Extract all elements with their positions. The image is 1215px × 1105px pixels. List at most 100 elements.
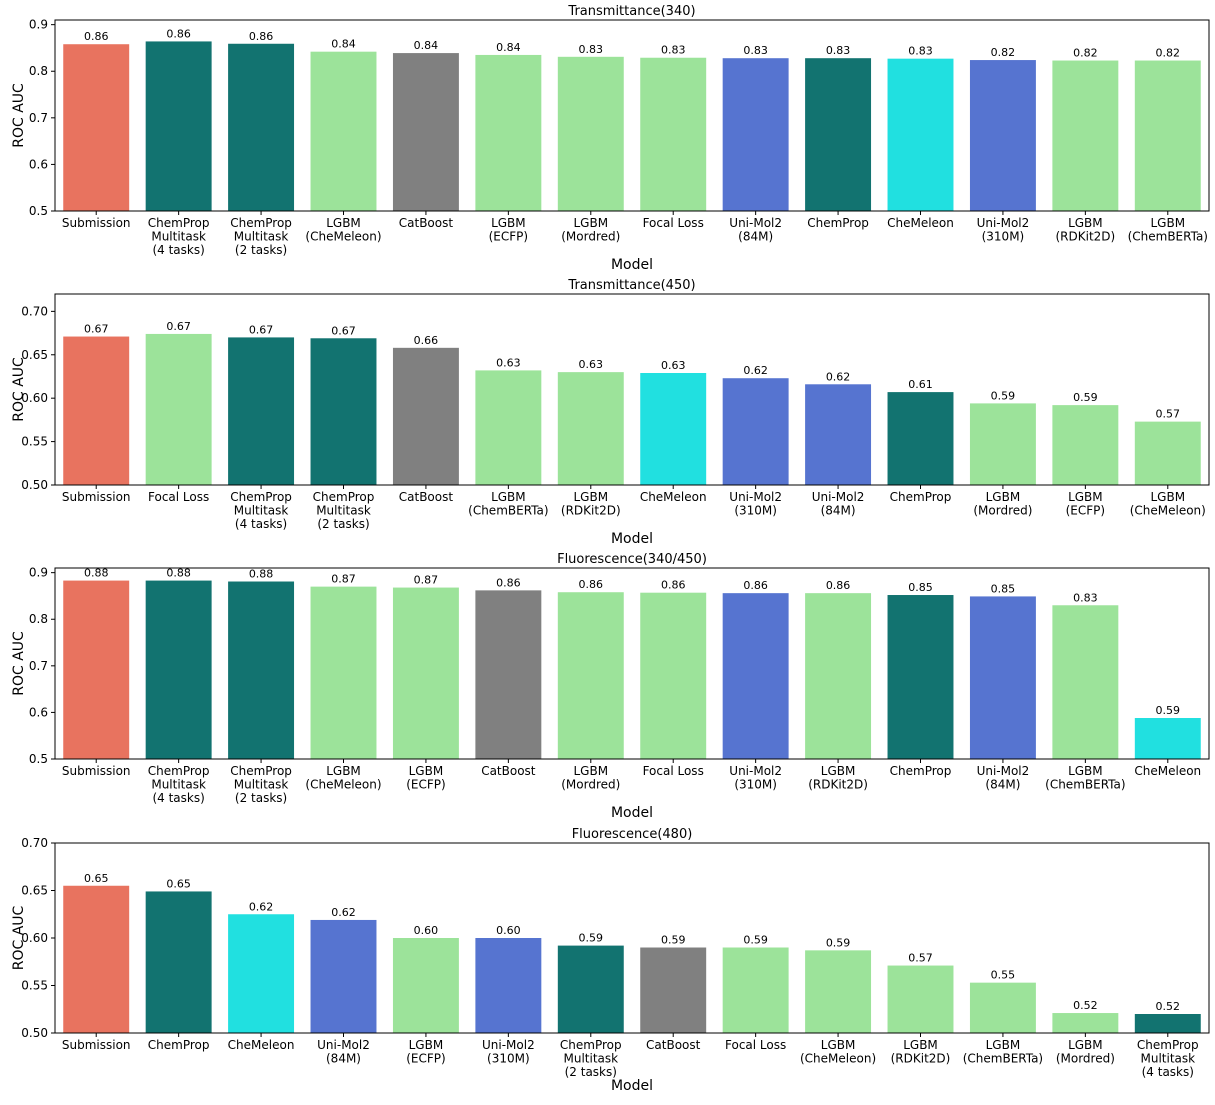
bar-value-label: 0.86 — [84, 30, 109, 43]
x-tick-label: CheMeleon — [1134, 764, 1201, 778]
x-axis-label: Model — [611, 257, 653, 273]
bar-value-label: 0.59 — [826, 936, 851, 949]
x-tick-label: LGBM (ECFP) — [406, 1038, 445, 1066]
x-tick-label: LGBM (Mordred) — [1056, 1038, 1115, 1066]
x-tick-label: CheMeleon — [640, 490, 707, 504]
bar-value-label: 0.84 — [496, 41, 521, 54]
y-tick-label: 0.70 — [21, 836, 48, 850]
x-tick-label: LGBM (RDKit2D) — [1055, 216, 1115, 244]
y-tick-label: 0.50 — [21, 478, 48, 492]
bar-chemprop — [228, 581, 295, 759]
bar-lgbm — [392, 587, 459, 759]
x-tick-label: ChemProp Multitask (4 tasks) — [148, 216, 210, 257]
x-tick-label: CatBoost — [646, 1038, 701, 1052]
y-tick-label: 0.8 — [29, 612, 48, 626]
x-tick-label: ChemProp Multitask (2 tasks) — [230, 764, 292, 805]
x-tick-label: LGBM (CheMeleon) — [305, 764, 381, 792]
x-tick-label: LGBM (RDKit2D) — [891, 1038, 951, 1066]
chart-panel-4: Fluorescence(480) 0.50 0.55 0.60 0.65 0.70 ROC… — [11, 827, 1210, 1094]
y-tick-label: 0.6 — [29, 157, 48, 171]
x-tick-label: ChemProp Multitask (4 tasks) — [230, 490, 292, 531]
x-tick-label: ChemProp Multitask (2 tasks) — [560, 1038, 622, 1079]
bar-value-label: 0.55 — [991, 969, 1016, 982]
bar-chemprop — [145, 891, 212, 1033]
bar-value-label: 0.86 — [826, 579, 851, 592]
bar-value-label: 0.86 — [249, 30, 274, 43]
chart-title: Fluorescence(340/450) — [557, 552, 707, 567]
bar-lgbm — [1052, 1013, 1119, 1033]
bar-lgbm — [1134, 60, 1201, 211]
bar-chemprop — [1134, 1014, 1201, 1033]
y-tick-label: 0.55 — [21, 979, 48, 993]
bar-catboost — [640, 947, 707, 1033]
bar-chemprop — [228, 43, 295, 211]
y-tick-label: 0.65 — [21, 884, 48, 898]
bar-value-label: 0.67 — [84, 323, 109, 336]
bar-value-label: 0.59 — [1156, 704, 1181, 717]
bar-lgbm — [1052, 405, 1119, 485]
y-tick-label: 0.9 — [29, 18, 48, 32]
x-tick-label: LGBM (CheMeleon) — [305, 216, 381, 244]
y-axis-label: ROC AUC — [11, 83, 27, 148]
x-tick-label: LGBM (Mordred) — [973, 490, 1032, 518]
chart-title: Transmittance(340) — [567, 4, 695, 19]
y-tick-label: 0.60 — [21, 931, 48, 945]
bar-submission — [63, 580, 130, 759]
bar-value-label: 0.86 — [661, 579, 686, 592]
x-tick-label: Uni-Mol2 (84M) — [729, 216, 782, 244]
bar-value-label: 0.57 — [908, 952, 933, 965]
bar-catboost — [475, 590, 542, 759]
x-tick-label: Focal Loss — [148, 490, 209, 504]
bar-value-label: 0.67 — [331, 324, 356, 337]
bar-chemprop — [887, 392, 954, 485]
bar-value-label: 0.83 — [661, 44, 686, 57]
bar-lgbm — [145, 333, 212, 485]
x-axis-label: Model — [611, 531, 653, 547]
bar-lgbm — [475, 54, 542, 211]
bar-lgbm — [969, 403, 1036, 485]
x-tick-label: Uni-Mol2 (310M) — [977, 216, 1030, 244]
bar-value-label: 0.60 — [414, 924, 439, 937]
bar-value-label: 0.85 — [908, 581, 933, 594]
chart-panel-1: Transmittance(340) 0.5 0.6 0.7 0.8 0.9 ROC AUC… — [11, 4, 1210, 273]
bar-lgbm — [310, 586, 377, 759]
bar-value-label: 0.52 — [1156, 1000, 1181, 1013]
chart-title: Fluorescence(480) — [572, 827, 693, 842]
bar-lgbm — [640, 57, 707, 211]
x-axis-label: Model — [611, 1078, 653, 1094]
chart-panel-3: Fluorescence(340/450) 0.5 0.6 0.7 0.8 0.9 ROC … — [11, 552, 1210, 821]
bar-value-label: 0.63 — [496, 356, 521, 369]
x-tick-label: ChemProp — [807, 216, 869, 230]
bar-chemeleon — [887, 58, 954, 211]
x-tick-label: Focal Loss — [725, 1038, 786, 1052]
y-tick-label: 0.7 — [29, 111, 48, 125]
bar-value-label: 0.88 — [84, 567, 109, 580]
y-tick-label: 0.7 — [29, 659, 48, 673]
x-tick-label: LGBM (RDKit2D) — [561, 490, 621, 518]
bar-submission — [63, 336, 130, 485]
chart-title: Transmittance(450) — [567, 278, 695, 293]
bar-chemprop — [145, 580, 212, 759]
x-tick-label: Uni-Mol2 (84M) — [317, 1038, 370, 1066]
plot-frame — [54, 567, 1210, 760]
bar-value-label: 0.61 — [908, 378, 933, 391]
bar-value-label: 0.59 — [991, 389, 1016, 402]
bar-value-label: 0.63 — [661, 359, 686, 372]
bar-value-label: 0.83 — [826, 44, 851, 57]
bar-value-label: 0.59 — [743, 934, 768, 947]
x-tick-label: CatBoost — [481, 764, 536, 778]
bar-value-label: 0.83 — [743, 44, 768, 57]
bar-value-label: 0.86 — [743, 579, 768, 592]
x-tick-label: LGBM (ECFP) — [489, 216, 528, 244]
bar-value-label: 0.62 — [331, 906, 356, 919]
chart-panel-2: Transmittance(450) 0.50 0.55 0.60 0.65 0.70 RO… — [11, 278, 1210, 547]
bar-value-label: 0.84 — [331, 38, 356, 51]
bar-value-label: 0.87 — [414, 574, 439, 587]
bar-value-label: 0.87 — [331, 573, 356, 586]
x-tick-label: ChemProp Multitask (4 tasks) — [1137, 1038, 1199, 1079]
x-tick-label: LGBM (CheMeleon) — [1130, 490, 1206, 518]
x-tick-label: Uni-Mol2 (84M) — [977, 764, 1030, 792]
bar-lgbm — [392, 938, 459, 1033]
bar-unimol — [475, 938, 542, 1033]
bar-lgbm — [640, 592, 707, 759]
